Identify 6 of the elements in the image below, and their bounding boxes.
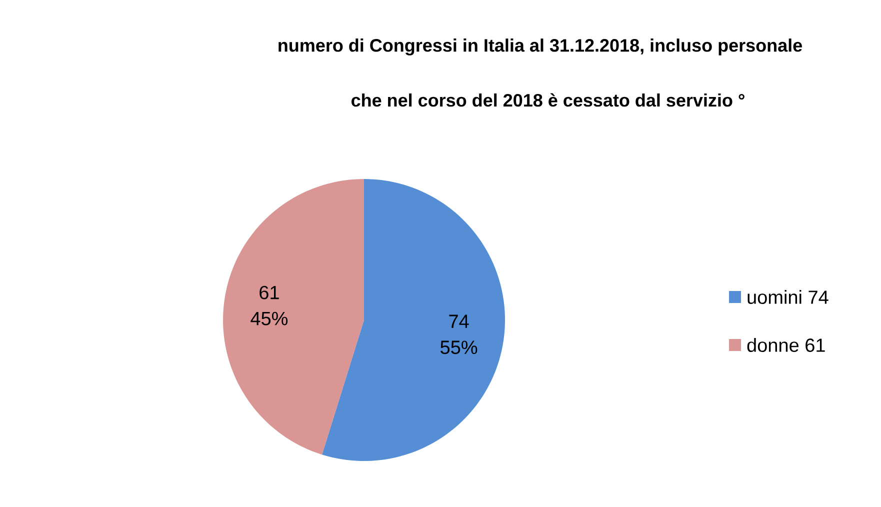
data-label: 61 45% bbox=[250, 286, 288, 326]
data-label: 74 55% bbox=[440, 314, 478, 354]
legend-label: donne 61 bbox=[747, 338, 825, 352]
chart-title: numero di Congressi in Italia al 31.12.2018, incluso personale bbox=[278, 38, 802, 56]
legend-label: uomini 74 bbox=[748, 290, 828, 304]
chart-subtitle: che nel corso del 2018 è cessato dal servizio ° bbox=[352, 93, 744, 107]
